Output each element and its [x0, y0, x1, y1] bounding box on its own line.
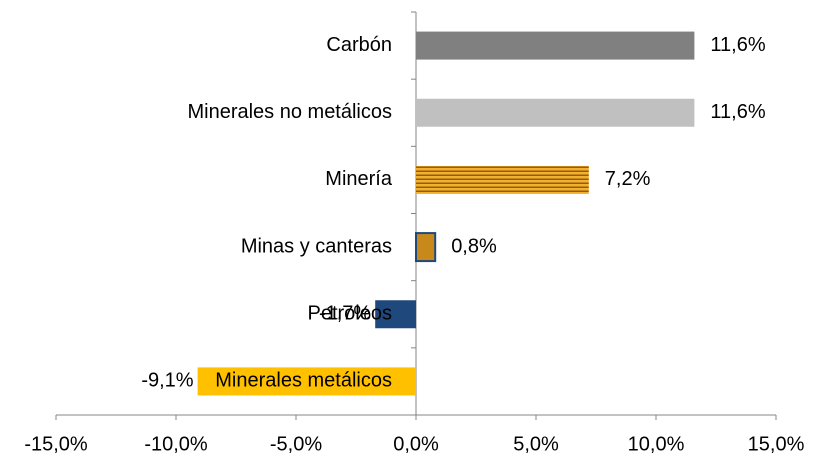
x-tick-label: -5,0%: [270, 433, 322, 455]
bar: [415, 232, 437, 263]
bar: [375, 300, 416, 329]
category-label: Petroleos: [308, 303, 393, 325]
category-label: Carbón: [326, 34, 392, 56]
value-label: 11,6%: [710, 101, 765, 123]
value-label: 0,8%: [451, 235, 497, 257]
x-tick-label: 10,0%: [628, 433, 685, 455]
category-label: Minería: [325, 168, 393, 190]
category-label: Minas y canteras: [241, 235, 392, 257]
x-tick-label: 5,0%: [513, 433, 559, 455]
value-label: 7,2%: [605, 168, 651, 190]
bar: [416, 165, 589, 194]
x-tick-label: -10,0%: [144, 433, 208, 455]
bar: [416, 31, 695, 60]
value-label: 11,6%: [710, 34, 765, 56]
category-label: Minerales metálicos: [215, 370, 392, 392]
value-label: -9,1%: [141, 370, 193, 392]
category-label: Minerales no metálicos: [187, 101, 392, 123]
value-label: -1,7%: [319, 303, 371, 325]
x-tick-label: -15,0%: [24, 433, 88, 455]
x-tick-label: 15,0%: [748, 433, 805, 455]
x-tick-label: 0,0%: [393, 433, 439, 455]
bar: [197, 367, 416, 396]
bar: [416, 98, 695, 127]
